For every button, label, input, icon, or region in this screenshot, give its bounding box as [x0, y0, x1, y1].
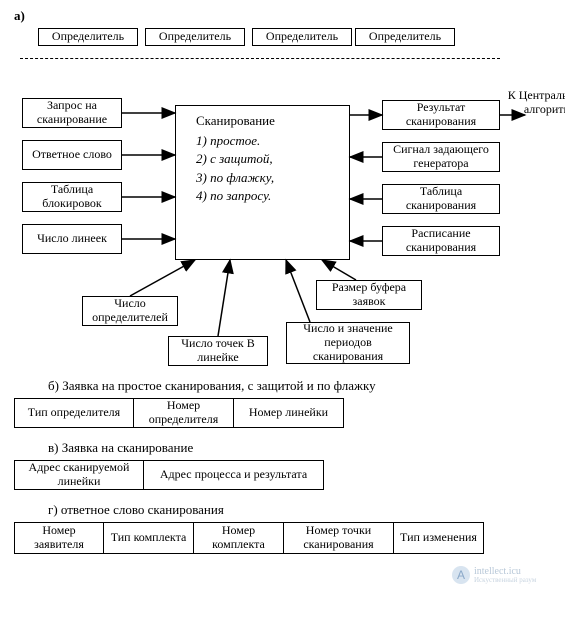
section-v-row: Адрес сканируемой линейки Адрес процесса…: [14, 460, 324, 490]
watermark-icon: A: [452, 566, 470, 584]
top-box-0: Определитель: [38, 28, 138, 46]
diagram-page: а) Определитель Определитель Определител…: [0, 0, 565, 620]
watermark: intellect.icu Искуственный разум: [474, 566, 536, 585]
left-input-2: Таблица блокировок: [22, 182, 122, 212]
bottom-input-2: Число и значение периодов сканирования: [286, 322, 410, 364]
right-item-2: Таблица сканирования: [382, 184, 500, 214]
right-output-label: К Центральному алгоритму: [498, 88, 565, 117]
section-g-row: Номер заявителя Тип комплекта Номер комп…: [14, 522, 484, 554]
dashed-separator: [20, 58, 500, 59]
section-b-row: Тип определителя Номер определителя Номе…: [14, 398, 344, 428]
bottom-input-0: Число определителей: [82, 296, 178, 326]
sec-g-cell-3: Номер точки сканирования: [284, 522, 394, 554]
sec-b-cell-0: Тип определителя: [14, 398, 134, 428]
section-a-label: а): [14, 8, 25, 24]
watermark-sub: Искуственный разум: [474, 577, 536, 585]
left-input-1: Ответное слово: [22, 140, 122, 170]
top-box-3: Определитель: [355, 28, 455, 46]
sec-v-cell-0: Адрес сканируемой линейки: [14, 460, 144, 490]
sec-g-cell-2: Номер комплекта: [194, 522, 284, 554]
top-box-2: Определитель: [252, 28, 352, 46]
center-item-2: 3) по флажку,: [196, 169, 339, 187]
bottom-input-3: Размер буфера заявок: [316, 280, 422, 310]
sec-v-cell-1: Адрес процесса и результата: [144, 460, 324, 490]
center-item-0: 1) простое.: [196, 132, 339, 150]
left-input-3: Число линеек: [22, 224, 122, 254]
top-box-1: Определитель: [145, 28, 245, 46]
center-process-box: Сканирование 1) простое. 2) с защитой, 3…: [175, 105, 350, 260]
sec-g-cell-4: Тип изменения: [394, 522, 484, 554]
section-v-label: в) Заявка на сканирование: [48, 440, 193, 456]
center-item-1: 2) с защитой,: [196, 150, 339, 168]
sec-g-cell-1: Тип комплекта: [104, 522, 194, 554]
left-input-0: Запрос на сканирование: [22, 98, 122, 128]
section-b-label: б) Заявка на простое сканирования, с защ…: [48, 378, 376, 394]
section-g-label: г) ответное слово сканирования: [48, 502, 224, 518]
right-item-0: Результат сканирования: [382, 100, 500, 130]
bottom-input-1: Число точек В линейке: [168, 336, 268, 366]
sec-b-cell-1: Номер определителя: [134, 398, 234, 428]
center-item-3: 4) по запросу.: [196, 187, 339, 205]
sec-b-cell-2: Номер линейки: [234, 398, 344, 428]
right-item-3: Расписание сканирования: [382, 226, 500, 256]
center-title: Сканирование: [196, 112, 339, 130]
right-item-1: Сигнал задающего генератора: [382, 142, 500, 172]
sec-g-cell-0: Номер заявителя: [14, 522, 104, 554]
